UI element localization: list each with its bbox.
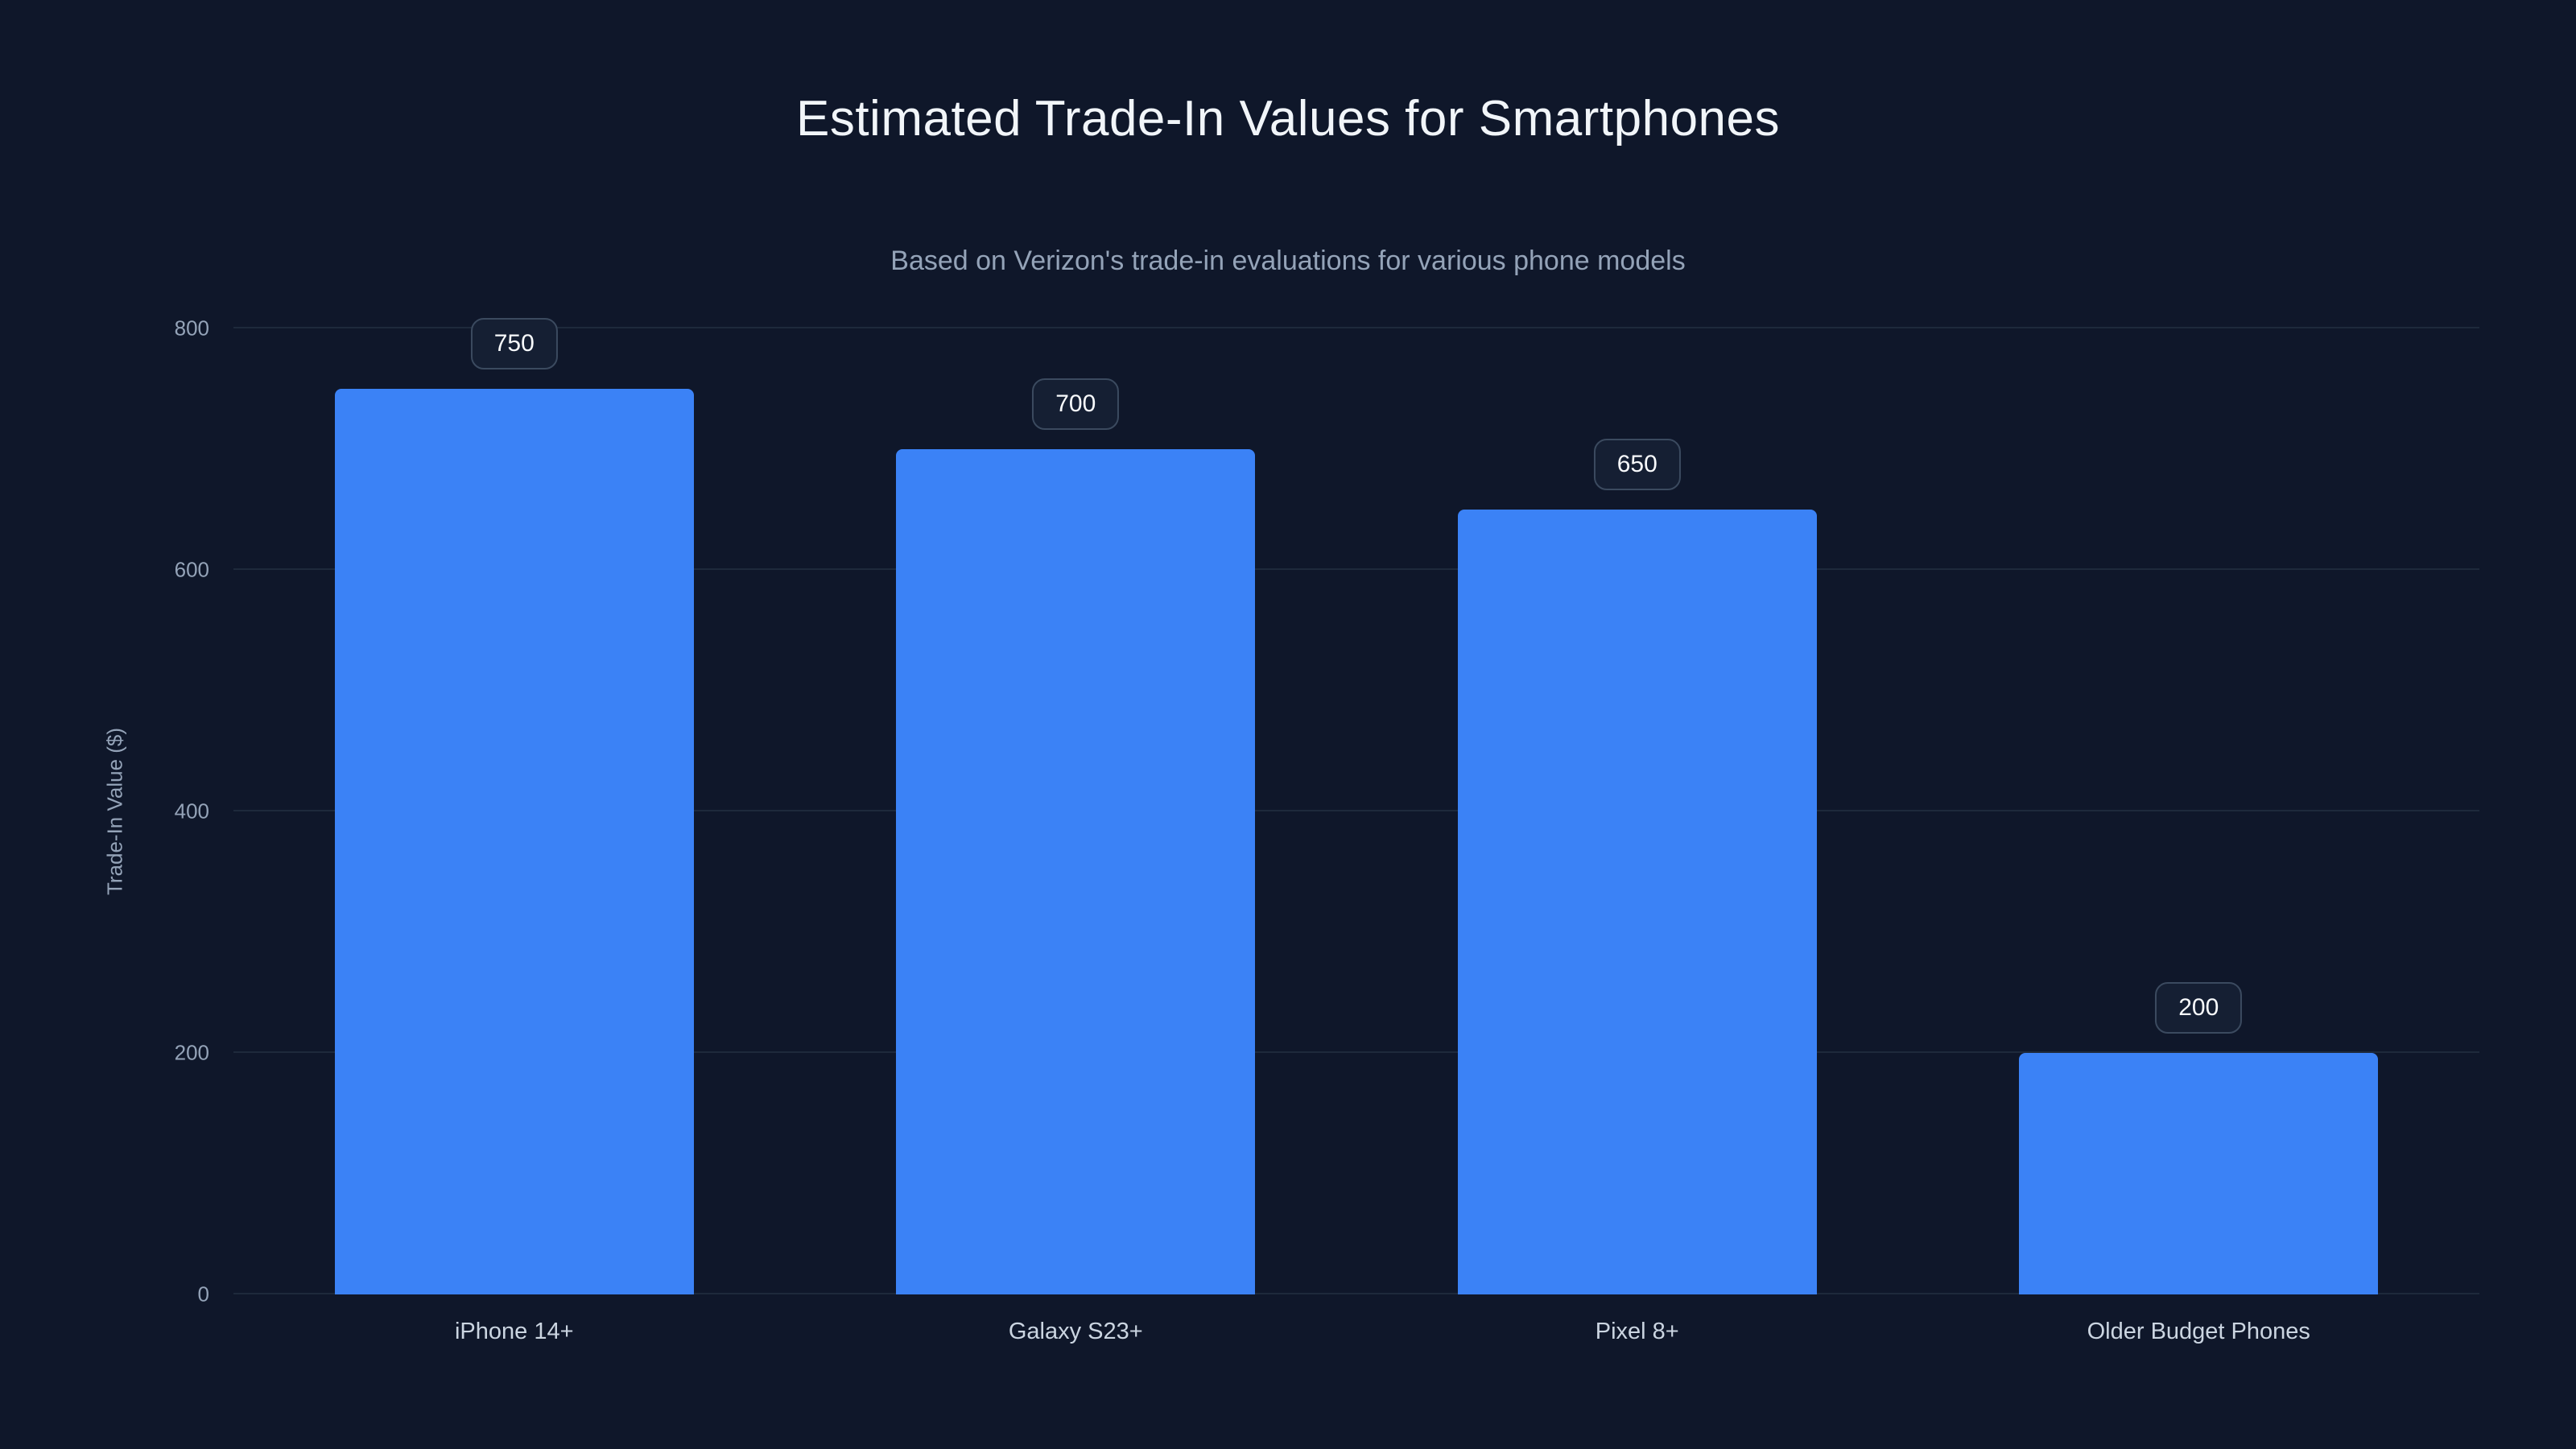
bar[interactable]: 700 bbox=[896, 378, 1256, 1294]
chart-title: Estimated Trade-In Values for Smartphone… bbox=[795, 91, 1781, 147]
value-badge: 750 bbox=[470, 318, 558, 369]
bar-slot: 750 bbox=[233, 318, 795, 1294]
x-category-label: Galaxy S23+ bbox=[1008, 1319, 1143, 1344]
plot-area: 750 700 650 200 bbox=[233, 318, 2480, 1294]
bar[interactable]: 650 bbox=[1457, 439, 1817, 1294]
y-tick-label: 400 bbox=[174, 799, 209, 824]
gridline bbox=[233, 1293, 2479, 1294]
gridline bbox=[233, 1051, 2479, 1053]
bar-slot: 700 bbox=[795, 328, 1357, 1294]
x-category-label: Pixel 8+ bbox=[1595, 1319, 1679, 1344]
value-badge: 650 bbox=[1593, 439, 1681, 490]
bar-chart: 750 700 650 200 iPhone 14+ Galaxy S23+ Pixel … bbox=[175, 316, 2480, 1344]
y-axis-label: Trade-In Value ($) bbox=[102, 727, 127, 896]
y-tick-label: 600 bbox=[174, 557, 209, 582]
x-category-label: Older Budget Phones bbox=[2087, 1319, 2310, 1344]
x-axis-labels: iPhone 14+ Galaxy S23+ Pixel 8+ Older Budge… bbox=[233, 1319, 2479, 1345]
x-category-label: iPhone 14+ bbox=[454, 1319, 574, 1344]
value-badge: 700 bbox=[1032, 378, 1120, 430]
bar[interactable]: 200 bbox=[2019, 982, 2379, 1294]
gridline bbox=[233, 568, 2479, 570]
y-tick-label: 800 bbox=[174, 316, 209, 341]
gridline bbox=[233, 810, 2479, 811]
bar-slot: 650 bbox=[1356, 328, 1918, 1294]
y-tick-label: 200 bbox=[174, 1040, 209, 1065]
bar[interactable]: 750 bbox=[334, 318, 694, 1294]
bar-slot: 200 bbox=[1918, 328, 2480, 1294]
y-tick-label: 0 bbox=[197, 1282, 209, 1307]
gridline bbox=[233, 327, 2479, 328]
chart-subtitle: Based on Verizon's trade-in evaluations … bbox=[890, 246, 1686, 276]
value-badge: 200 bbox=[2155, 982, 2243, 1034]
